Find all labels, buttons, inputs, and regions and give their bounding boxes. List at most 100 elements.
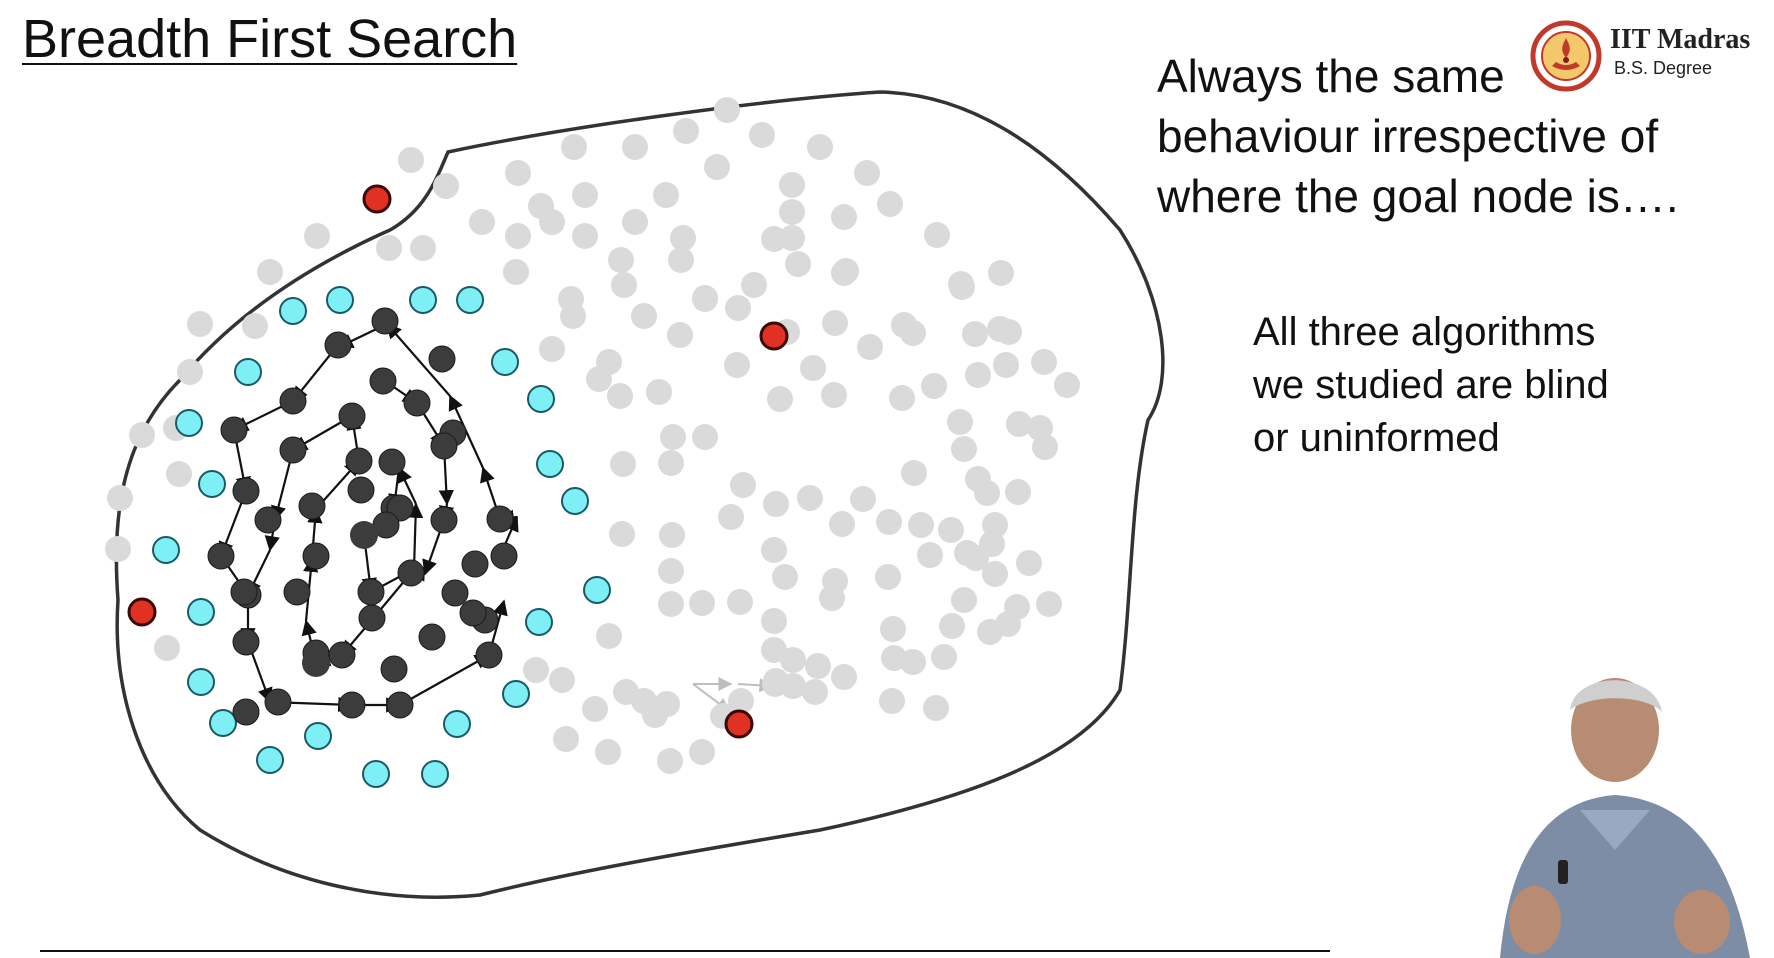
unvisited-node (553, 726, 579, 752)
unvisited-node (749, 122, 775, 148)
unvisited-node (642, 702, 668, 728)
frontier-node (502, 680, 530, 708)
unvisited-node (376, 235, 402, 261)
unvisited-node (889, 385, 915, 411)
unvisited-node (539, 209, 565, 235)
visited-node (230, 578, 258, 606)
frontier-node (362, 760, 390, 788)
frontier-node (525, 608, 553, 636)
logo-name: IIT Madras (1610, 24, 1751, 55)
unvisited-node (107, 485, 133, 511)
unvisited-node (595, 739, 621, 765)
unvisited-node (105, 536, 131, 562)
visited-node (369, 367, 397, 395)
frontier-node (527, 385, 555, 413)
unvisited-node (658, 558, 684, 584)
statement-line: behaviour irrespective of (1157, 110, 1659, 162)
visited-node (279, 436, 307, 464)
unvisited-node (1006, 411, 1032, 437)
unvisited-node (982, 561, 1008, 587)
frontier-node (175, 409, 203, 437)
note-line: All three algorithms (1253, 310, 1596, 354)
iit-madras-logo: IIT Madras B.S. Degree (1530, 18, 1765, 92)
unvisited-node (797, 485, 823, 511)
visited-node (357, 578, 385, 606)
visited-node (459, 599, 487, 627)
bfs-edge-arrow (407, 502, 424, 570)
unvisited-node (951, 587, 977, 613)
visited-node (418, 623, 446, 651)
presenter-video-thumbnail (1440, 650, 1774, 958)
visited-node (302, 542, 330, 570)
unvisited-node (831, 204, 857, 230)
goal-node (724, 709, 754, 739)
unvisited-node (187, 311, 213, 337)
visited-node (207, 542, 235, 570)
unvisited-node (725, 295, 751, 321)
unvisited-node (673, 118, 699, 144)
frontier-node (409, 286, 437, 314)
unvisited-node (908, 512, 934, 538)
unvisited-node (596, 623, 622, 649)
unvisited-node (879, 688, 905, 714)
unvisited-node (917, 542, 943, 568)
frontier-node (279, 297, 307, 325)
frontier-node (187, 598, 215, 626)
frontier-node (234, 358, 262, 386)
frontier-node (491, 348, 519, 376)
frontier-node (256, 746, 284, 774)
visited-node (283, 578, 311, 606)
unvisited-node (561, 134, 587, 160)
unvisited-node (433, 173, 459, 199)
unvisited-node (523, 657, 549, 683)
slide-title: Breadth First Search (22, 9, 518, 69)
unvisited-node (730, 472, 756, 498)
note-text: All three algorithms we studied are blin… (1253, 306, 1609, 465)
unvisited-node (780, 647, 806, 673)
frontier-node (583, 576, 611, 604)
unvisited-node (900, 649, 926, 675)
unvisited-node (692, 286, 718, 312)
unvisited-node (724, 352, 750, 378)
note-line: we studied are blind (1253, 363, 1609, 407)
unvisited-node (949, 274, 975, 300)
unvisited-node (763, 491, 789, 517)
unvisited-node (1005, 479, 1031, 505)
unvisited-node (763, 668, 789, 694)
unvisited-node (257, 259, 283, 285)
unvisited-node (833, 258, 859, 284)
frontier-node (198, 470, 226, 498)
unvisited-node (829, 511, 855, 537)
visited-node (254, 506, 282, 534)
frontier-node (421, 760, 449, 788)
unvisited-node (609, 521, 635, 547)
unvisited-node (689, 739, 715, 765)
unvisited-node (154, 635, 180, 661)
unvisited-node (947, 409, 973, 435)
unvisited-node (658, 591, 684, 617)
visited-node (338, 691, 366, 719)
unvisited-node (819, 585, 845, 611)
unvisited-node (875, 564, 901, 590)
unvisited-node (410, 235, 436, 261)
unvisited-node (304, 223, 330, 249)
visited-node (378, 448, 406, 476)
unvisited-node (857, 334, 883, 360)
frontier-node (187, 668, 215, 696)
unvisited-node (660, 424, 686, 450)
search-space-boundary (114, 90, 1165, 899)
unvisited-node (689, 590, 715, 616)
note-line: or uninformed (1253, 416, 1500, 460)
last-expanded-node (302, 649, 330, 677)
unvisited-node (876, 509, 902, 535)
visited-node (490, 542, 518, 570)
unvisited-node (718, 504, 744, 530)
visited-node (380, 655, 408, 683)
unvisited-node (822, 310, 848, 336)
unvisited-node (785, 251, 811, 277)
unvisited-node (611, 272, 637, 298)
visited-node (338, 402, 366, 430)
unvisited-node (854, 160, 880, 186)
frontier-node (456, 286, 484, 314)
unvisited-node (667, 322, 693, 348)
